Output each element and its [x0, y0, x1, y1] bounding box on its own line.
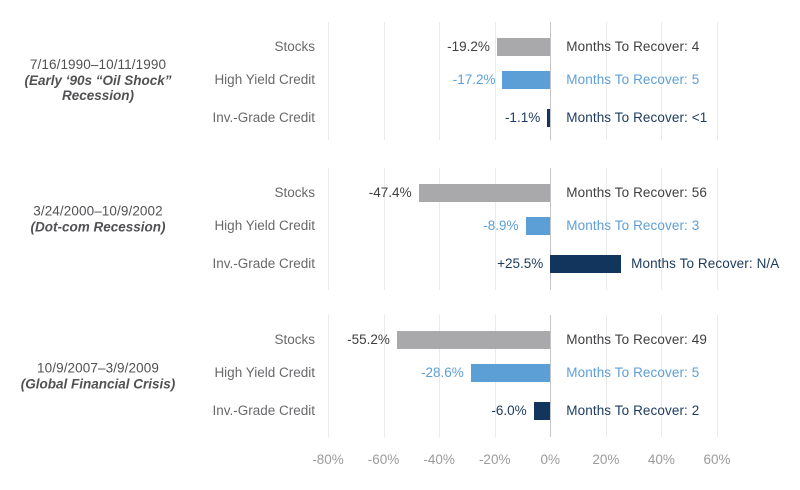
gridline	[717, 22, 718, 140]
bar-inv_grade	[547, 109, 551, 127]
months-to-recover-label: Months To Recover: 56	[566, 185, 707, 200]
chart-row-high_yield: High Yield Credit -28.6% Months To Recover…	[0, 353, 800, 393]
period-label-dot-com: 3/24/2000–10/9/2002 (Dot-com Recession)	[5, 204, 191, 235]
bar-inv_grade	[533, 402, 551, 420]
x-axis-tick-label: 40%	[647, 452, 675, 467]
gridline	[439, 315, 441, 437]
value-label: -17.2%	[452, 72, 496, 87]
period-name: (Dot-com Recession)	[30, 219, 166, 235]
value-label: -8.9%	[483, 218, 519, 233]
chart-row-inv_grade: Inv.-Grade Credit +25.5% Months To Recover…	[0, 244, 800, 284]
category-label: High Yield Credit	[214, 218, 315, 233]
months-to-recover-label: Months To Recover: 49	[566, 332, 707, 347]
category-label: Inv.-Grade Credit	[212, 110, 315, 125]
category-label: Stocks	[274, 185, 315, 200]
months-to-recover-label: Months To Recover: N/A	[631, 256, 780, 271]
zero-axis-line	[550, 22, 552, 140]
period-name: (Global Financial Crisis)	[20, 376, 176, 392]
months-to-recover-label: Months To Recover: 2	[566, 403, 700, 418]
value-label: -28.6%	[421, 365, 464, 380]
gridline	[717, 315, 718, 437]
chart-row-stocks: Stocks -47.4% Months To Recover: 56	[0, 173, 800, 213]
chart-row-stocks: Stocks -55.2% Months To Recover: 49	[0, 320, 800, 360]
gridline	[661, 168, 663, 290]
period-dates: 3/24/2000–10/9/2002	[33, 203, 163, 219]
value-label: -6.0%	[491, 403, 527, 418]
gridline	[383, 168, 385, 290]
gridline	[328, 22, 329, 140]
gridline	[439, 22, 441, 140]
x-axis-tick-label: 60%	[703, 452, 731, 467]
x-axis-tick-label: -80%	[312, 452, 344, 467]
gridline	[605, 315, 607, 437]
gridline	[605, 22, 607, 140]
gridline	[328, 315, 329, 437]
period-dates: 7/16/1990–10/11/1990	[29, 57, 167, 72]
category-label: Stocks	[274, 39, 315, 54]
gridline	[494, 22, 496, 140]
bar-high_yield	[502, 71, 551, 89]
value-label: -19.2%	[447, 39, 490, 54]
gridline	[605, 168, 607, 290]
months-to-recover-label: Months To Recover: 4	[566, 39, 700, 54]
zero-axis-line	[550, 168, 552, 290]
months-to-recover-label: Months To Recover: 3	[566, 218, 700, 233]
value-label: +25.5%	[497, 256, 544, 271]
x-axis-tick-label: -20%	[478, 452, 511, 467]
period-label-gfc: 10/9/2007–3/9/2009 (Global Financial Cri…	[5, 361, 191, 392]
gridline	[494, 168, 496, 290]
gridline	[383, 315, 385, 437]
value-label: -55.2%	[347, 332, 390, 347]
category-label: Inv.-Grade Credit	[212, 403, 315, 418]
x-axis-tick-label: -60%	[367, 452, 400, 467]
x-axis-tick-label: 20%	[592, 452, 620, 467]
bar-high_yield	[525, 217, 551, 235]
zero-axis-line	[550, 315, 552, 437]
period-label-oil-shock: 7/16/1990–10/11/1990 (Early ‘90s “Oil Sh…	[5, 57, 191, 103]
chart-row-high_yield: High Yield Credit -17.2% Months To Recover…	[0, 60, 800, 100]
value-label: -47.4%	[368, 185, 412, 200]
period-dates: 10/9/2007–3/9/2009	[37, 360, 159, 376]
bar-inv_grade	[550, 255, 622, 273]
gridline	[328, 168, 329, 290]
category-label: Stocks	[274, 332, 315, 347]
months-to-recover-label: Months To Recover: 5	[566, 72, 700, 87]
x-axis-tick-label: 0%	[540, 452, 561, 467]
chart-row-stocks: Stocks -19.2% Months To Recover: 4	[0, 27, 800, 67]
bar-stocks	[496, 38, 551, 56]
chart-row-inv_grade: Inv.-Grade Credit -1.1% Months To Recover:…	[0, 98, 800, 138]
period-name: (Early ‘90s “Oil Shock” Recession)	[24, 73, 172, 103]
category-label: High Yield Credit	[214, 72, 315, 87]
months-to-recover-label: Months To Recover: 5	[566, 365, 700, 380]
bar-stocks	[418, 184, 551, 202]
bar-stocks	[396, 331, 551, 349]
x-axis-tick-label: -40%	[423, 452, 455, 467]
gridline	[439, 168, 441, 290]
gridline	[661, 315, 663, 437]
months-to-recover-label: Months To Recover: <1	[566, 110, 708, 125]
chart-row-inv_grade: Inv.-Grade Credit -6.0% Months To Recover:…	[0, 391, 800, 431]
value-label: -1.1%	[504, 110, 541, 125]
category-label: Inv.-Grade Credit	[212, 256, 315, 271]
gridline	[717, 168, 718, 290]
gridline	[383, 22, 385, 140]
chart-row-high_yield: High Yield Credit -8.9% Months To Recover:…	[0, 206, 800, 246]
gridline	[661, 22, 663, 140]
category-label: High Yield Credit	[214, 365, 315, 380]
bar-high_yield	[470, 364, 551, 382]
